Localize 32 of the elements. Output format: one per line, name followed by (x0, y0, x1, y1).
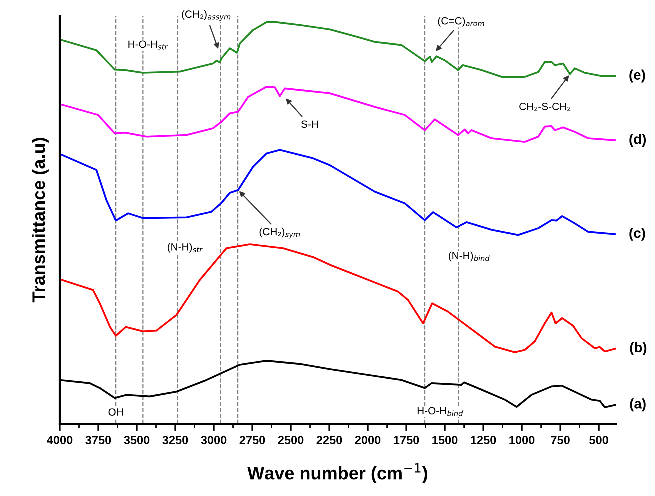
series-label: (c) (630, 228, 646, 241)
series-label: (b) (630, 342, 647, 356)
annotation: S-H (302, 120, 318, 128)
x-tick-label: 2000 (355, 436, 381, 444)
series-label: (a) (630, 398, 646, 412)
series-label: (d) (630, 134, 646, 147)
x-tick-label: 1500 (432, 436, 458, 444)
annotation: (N-H)$_{str}$ (168, 243, 203, 253)
x-tick-label: 3750 (86, 436, 112, 444)
annotation: (N-H)$_{bind}$ (449, 252, 490, 262)
x-tick-label: 2250 (316, 436, 342, 444)
annotation: CH₂-S-CH₂ (520, 102, 571, 112)
x-axis-title: Wave number (cm$^{−1}$) (248, 463, 428, 484)
x-tick-label: 3250 (162, 436, 188, 444)
x-tick-label: 1750 (394, 436, 420, 444)
annotation: H-O-H$_{bind}$ (418, 407, 464, 416)
annotation: (CH₂)$_{assym}$ (182, 10, 231, 22)
x-tick-label: 3000 (201, 436, 227, 444)
annotation: (CH₂)$_{sym}$ (260, 228, 300, 239)
y-axis-title: Transmittance (a.u) (32, 138, 49, 303)
x-tick-label: 3500 (124, 436, 150, 444)
annotation: H-O-H$_{str}$ (128, 40, 168, 50)
series-label: (e) (630, 70, 646, 83)
x-tick-label: 750 (551, 436, 570, 444)
annotation: OH (108, 408, 124, 416)
x-tick-label: 500 (590, 436, 608, 444)
annotation: (C=C)$_{arom}$ (438, 17, 484, 27)
x-tick-label: 2750 (240, 436, 266, 444)
x-tick-label: 2500 (278, 436, 304, 444)
x-tick-label: 1000 (510, 436, 535, 444)
x-tick-label: 4000 (47, 436, 73, 444)
x-tick-label: 1250 (471, 436, 496, 444)
